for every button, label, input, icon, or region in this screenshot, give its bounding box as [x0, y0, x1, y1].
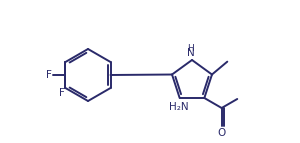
Text: O: O — [218, 128, 226, 138]
Text: H: H — [188, 44, 194, 53]
Text: N: N — [187, 48, 195, 58]
Text: H₂N: H₂N — [169, 102, 188, 112]
Text: F: F — [58, 89, 64, 99]
Text: F: F — [46, 70, 52, 80]
